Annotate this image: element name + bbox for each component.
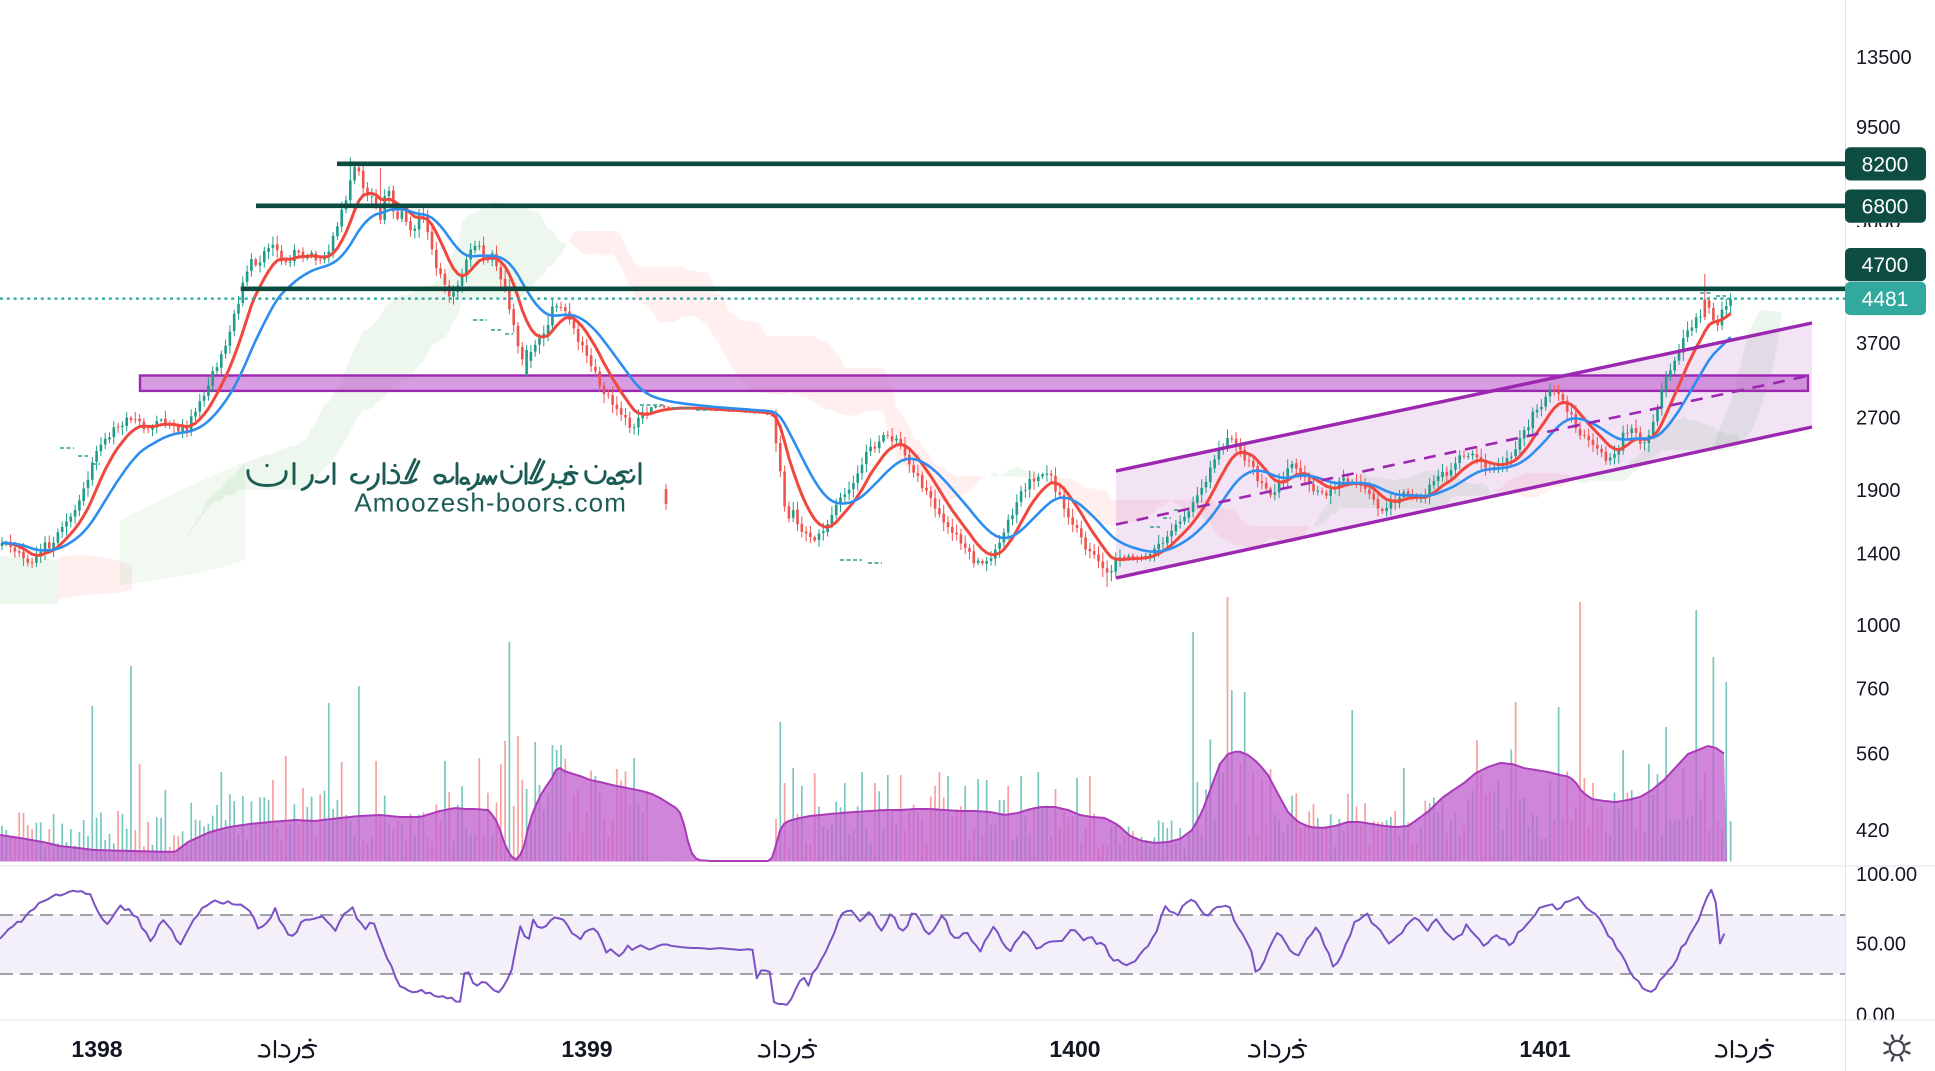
svg-text:4700: 4700 (1862, 254, 1909, 277)
svg-text:1400: 1400 (1856, 544, 1901, 566)
svg-text:50.00: 50.00 (1856, 934, 1906, 956)
svg-text:8200: 8200 (1862, 153, 1909, 176)
svg-text:9500: 9500 (1856, 117, 1901, 139)
svg-text:1000: 1000 (1856, 615, 1901, 637)
svg-text:6800: 6800 (1862, 196, 1909, 219)
svg-text:760: 760 (1856, 679, 1889, 701)
svg-text:Amoozesh-boors.com: Amoozesh-boors.com (354, 488, 627, 518)
svg-text:2700: 2700 (1856, 408, 1901, 430)
svg-text:560: 560 (1856, 744, 1889, 766)
svg-text:3700: 3700 (1856, 333, 1901, 355)
svg-text:100.00: 100.00 (1856, 864, 1917, 886)
svg-text:1401: 1401 (1519, 1036, 1570, 1062)
svg-text:1900: 1900 (1856, 480, 1901, 502)
svg-text:1400: 1400 (1049, 1036, 1100, 1062)
svg-text:0.00: 0.00 (1856, 1005, 1895, 1027)
svg-text:5600: 5600 (1856, 212, 1901, 234)
svg-text:420: 420 (1856, 820, 1889, 842)
svg-text:1399: 1399 (561, 1036, 612, 1062)
svg-text:1398: 1398 (71, 1036, 122, 1062)
svg-text:13500: 13500 (1856, 47, 1912, 69)
svg-text:4481: 4481 (1862, 288, 1909, 311)
